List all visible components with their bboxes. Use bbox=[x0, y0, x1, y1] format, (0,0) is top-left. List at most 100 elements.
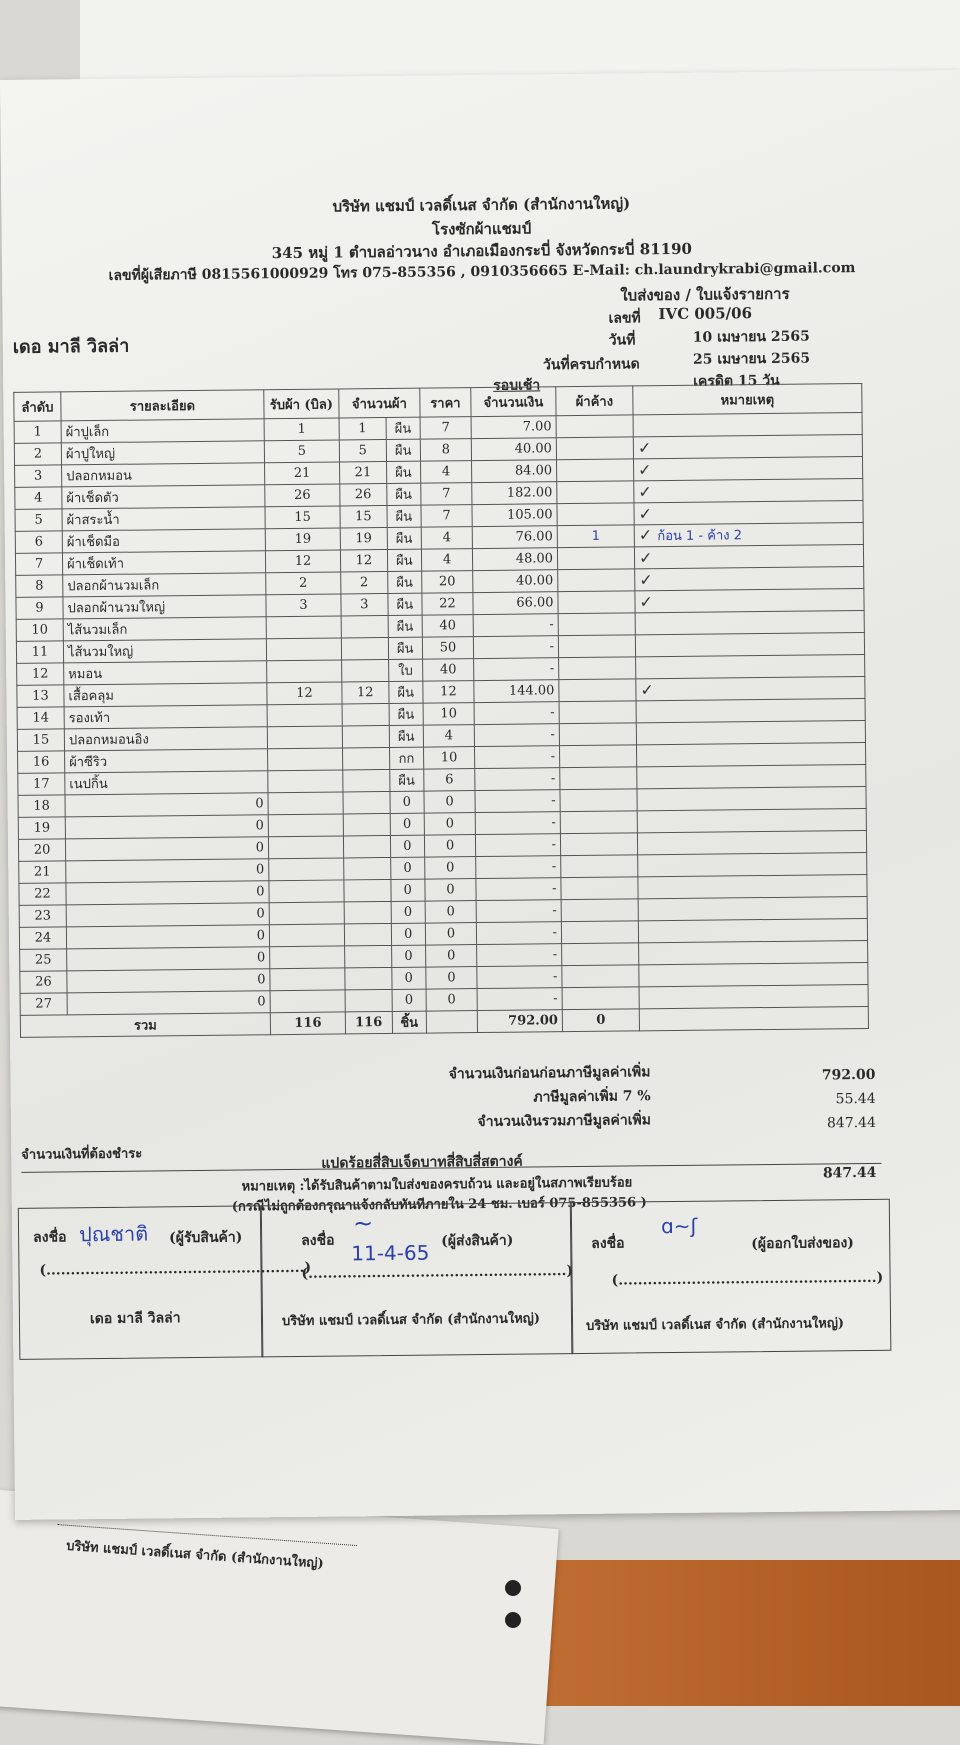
row-description: ผ้าเช็ดมือ bbox=[62, 529, 265, 553]
row-received bbox=[269, 880, 344, 903]
vat-amount: 55.44 bbox=[771, 1091, 876, 1108]
sign-label: ลงชื่อ bbox=[591, 1233, 625, 1255]
customer-name: เดอ มาลี วิลล่า bbox=[13, 331, 130, 361]
row-remaining bbox=[556, 437, 633, 460]
row-description: ผ้าปูเล็ก bbox=[61, 419, 264, 443]
row-amount: 144.00 bbox=[474, 680, 559, 703]
row-no: 25 bbox=[20, 949, 67, 971]
row-unit: ผืน bbox=[389, 703, 424, 725]
row-note bbox=[637, 786, 866, 810]
row-no: 24 bbox=[19, 927, 66, 949]
total-label: จำนวนเงินรวมภาษีมูลค่าเพิ่ม bbox=[411, 1109, 651, 1134]
row-remaining bbox=[560, 833, 637, 856]
row-amount: 84.00 bbox=[472, 460, 557, 483]
row-qty bbox=[342, 659, 389, 681]
row-unit: ผืน bbox=[388, 615, 423, 637]
row-remaining bbox=[559, 723, 636, 746]
row-remaining bbox=[562, 943, 639, 966]
row-remaining bbox=[558, 635, 635, 658]
row-received bbox=[270, 990, 345, 1013]
row-unit: ผืน bbox=[387, 571, 422, 593]
row-note bbox=[638, 918, 867, 942]
row-qty bbox=[345, 989, 392, 1011]
row-price: 12 bbox=[423, 681, 474, 704]
row-remaining bbox=[556, 415, 633, 438]
row-remaining bbox=[557, 503, 634, 526]
row-price: 10 bbox=[424, 747, 475, 770]
row-amount: - bbox=[475, 790, 560, 813]
totals-label: รวม bbox=[20, 1013, 270, 1038]
doc-date: 10 เมษายน 2565 bbox=[693, 326, 810, 349]
row-description: 0 bbox=[66, 925, 269, 949]
row-unit: ผืน bbox=[386, 417, 421, 439]
sender-role: (ผู้ส่งสินค้า) bbox=[441, 1230, 513, 1253]
row-description: 0 bbox=[66, 881, 269, 905]
check-mark-icon: ✓ bbox=[638, 460, 652, 479]
doc-due: 25 เมษายน 2565 bbox=[693, 348, 810, 371]
row-received bbox=[267, 660, 342, 683]
col-note: หมายเหตุ bbox=[633, 383, 862, 414]
doc-no: IVC 005/06 bbox=[658, 304, 752, 323]
row-unit: ผืน bbox=[386, 439, 421, 461]
row-description: ปลอกหมอน bbox=[62, 463, 265, 487]
row-qty bbox=[343, 747, 390, 769]
row-unit: 0 bbox=[390, 857, 425, 879]
totals-price-empty bbox=[426, 1011, 477, 1034]
row-received bbox=[266, 638, 341, 661]
row-note-text: ก้อน 1 - ค้าง 2 bbox=[657, 528, 742, 544]
row-unit: ผืน bbox=[387, 527, 422, 549]
check-mark-icon: ✓ bbox=[638, 438, 652, 457]
row-description: 0 bbox=[67, 969, 270, 993]
row-no: 10 bbox=[16, 619, 63, 641]
row-received: 12 bbox=[265, 550, 340, 573]
row-note: ✓ bbox=[634, 500, 863, 524]
row-description: ไส้นวมเล็ก bbox=[63, 617, 266, 641]
row-unit: 0 bbox=[390, 813, 425, 835]
row-unit: ผืน bbox=[387, 505, 422, 527]
row-qty bbox=[343, 769, 390, 791]
row-unit: ผืน bbox=[388, 681, 423, 703]
sign-label: ลงชื่อ bbox=[301, 1230, 335, 1252]
row-description: ผ้าสระน้ำ bbox=[62, 507, 265, 531]
row-no: 21 bbox=[19, 861, 66, 883]
row-remaining bbox=[558, 569, 635, 592]
row-received bbox=[269, 858, 344, 881]
row-price: 4 bbox=[423, 725, 474, 748]
row-received bbox=[267, 726, 342, 749]
check-mark-icon: ✓ bbox=[639, 525, 658, 544]
row-unit: 0 bbox=[390, 835, 425, 857]
row-description: ผ้าเช็ดตัว bbox=[62, 485, 265, 509]
row-amount: - bbox=[476, 856, 561, 879]
doc-date-label: วันที่ bbox=[609, 329, 636, 351]
totals-unit: ชิ้น bbox=[392, 1011, 427, 1033]
row-qty bbox=[343, 835, 390, 857]
row-qty bbox=[342, 703, 389, 725]
row-note: ✓ bbox=[634, 544, 863, 568]
row-amount: - bbox=[477, 988, 562, 1011]
row-received: 21 bbox=[265, 462, 340, 485]
row-received: 19 bbox=[265, 528, 340, 551]
row-amount: 182.00 bbox=[472, 482, 557, 505]
doc-due-label: วันที่ครบกำหนด bbox=[543, 353, 640, 376]
row-unit: ผืน bbox=[389, 769, 424, 791]
row-received bbox=[268, 770, 343, 793]
row-amount: 40.00 bbox=[473, 570, 558, 593]
row-price: 0 bbox=[426, 967, 477, 990]
vat-label: ภาษีมูลค่าเพิ่ม 7 % bbox=[411, 1085, 651, 1110]
row-price: 0 bbox=[424, 835, 475, 858]
row-unit: 0 bbox=[390, 791, 425, 813]
row-amount: 66.00 bbox=[473, 592, 558, 615]
row-description: 0 bbox=[66, 903, 269, 927]
row-remaining bbox=[558, 613, 635, 636]
col-price: ราคา bbox=[420, 388, 471, 418]
row-price: 10 bbox=[423, 703, 474, 726]
row-description: ผ้าซีริว bbox=[65, 749, 268, 773]
row-amount: - bbox=[475, 812, 560, 835]
row-qty bbox=[344, 857, 391, 879]
row-qty bbox=[344, 901, 391, 923]
row-qty: 15 bbox=[340, 505, 387, 527]
row-description: 0 bbox=[67, 947, 270, 971]
row-remaining bbox=[557, 481, 634, 504]
row-qty bbox=[345, 967, 392, 989]
row-no: 5 bbox=[15, 509, 62, 531]
